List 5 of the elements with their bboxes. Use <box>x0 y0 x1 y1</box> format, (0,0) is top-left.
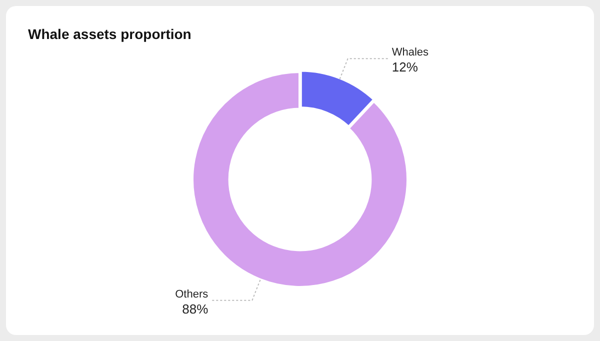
slice-label: Whales <box>392 46 430 59</box>
chart-title: Whale assets proportion <box>28 26 192 42</box>
data-label: 88% <box>182 301 209 316</box>
slice-label: Others <box>175 288 209 300</box>
data-label: 12% <box>392 60 418 75</box>
